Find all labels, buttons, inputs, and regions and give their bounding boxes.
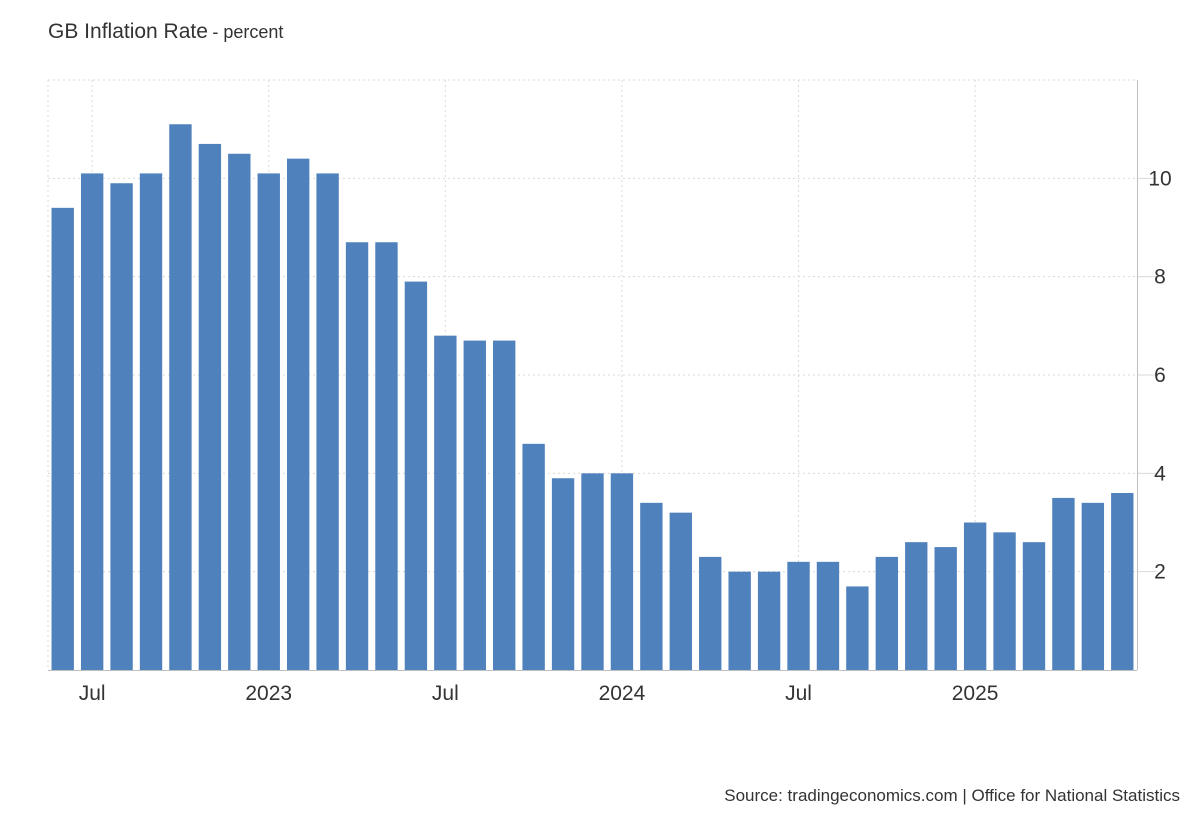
bar [139,173,163,670]
y-tick-label: 6 [1154,364,1166,387]
chart-header: GB Inflation Rate - percent [48,20,283,44]
bar [404,281,428,670]
bar [875,556,899,670]
bar [316,173,339,670]
x-tick-label: 2024 [599,682,646,705]
label-layer: 2 4 6 8 10 Jul 2023 Jul 2024 Jul 2025 [79,167,1172,705]
bar [816,561,840,670]
bar [846,586,869,670]
bar [993,532,1016,670]
bar [551,478,575,670]
bar [581,473,604,670]
bar [198,143,222,670]
bar [963,522,987,670]
bar [1111,493,1134,670]
x-tick-label: Jul [785,682,812,705]
chart-unit: - percent [212,22,284,42]
bar [375,242,398,670]
bar [257,173,280,670]
bar [80,173,104,670]
bar [640,502,663,670]
bar [228,153,251,670]
bar [51,207,74,671]
x-tick-label: 2023 [245,682,292,705]
bar [934,547,957,670]
chart-title: GB Inflation Rate [48,20,208,43]
bar [522,443,545,670]
y-tick-label: 8 [1154,266,1166,289]
bar [669,512,692,670]
bar [1052,497,1075,670]
bar [699,556,722,670]
bar [463,340,486,670]
bar [905,542,928,670]
x-tick-label: Jul [79,682,106,705]
bar [728,571,751,670]
bar [610,473,634,670]
source-attribution: Source: tradingeconomics.com | Office fo… [724,786,1180,805]
y-tick-label: 2 [1154,561,1166,584]
y-tick-label: 4 [1154,462,1166,485]
bar [169,124,192,670]
bar [286,158,310,670]
bar [434,335,457,670]
bar-layer [51,124,1134,671]
bar [757,571,781,670]
bar [493,340,516,670]
bar [345,242,369,670]
bar [1022,542,1046,670]
axis-layer [48,80,1157,671]
x-tick-label: Jul [432,682,459,705]
bar [787,561,810,670]
bar [110,183,133,670]
y-tick-label: 10 [1148,167,1171,190]
x-tick-label: 2025 [952,682,999,705]
bar [1081,502,1105,670]
